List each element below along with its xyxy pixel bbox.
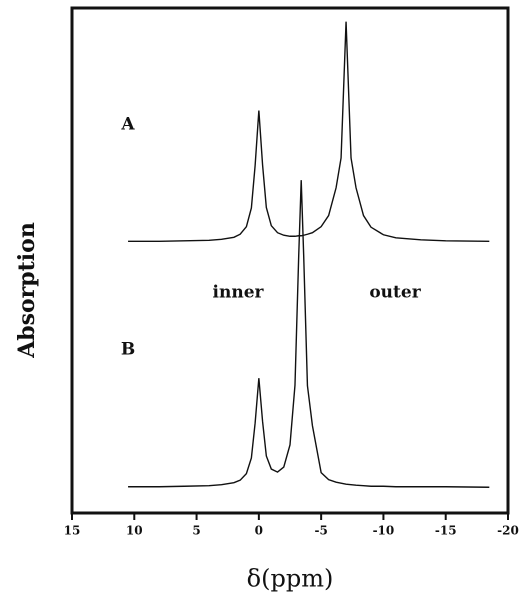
x-tick-label: 5 [192, 524, 200, 538]
plot-frame [70, 6, 510, 515]
spectrum-line [128, 21, 490, 243]
x-tick-label: -20 [497, 524, 519, 538]
x-tick-label: -5 [314, 524, 327, 538]
x-tick-label: 10 [126, 524, 143, 538]
x-tick-label: 15 [64, 524, 81, 538]
series-label: B [121, 340, 135, 360]
annotation: inner [213, 283, 265, 303]
annotation: outer [369, 283, 421, 303]
x-tick-label: 0 [255, 524, 263, 538]
y-axis-label: Absorption [14, 222, 40, 359]
spectrum-line [128, 180, 490, 488]
x-tick-label: -15 [435, 524, 457, 538]
series-label: A [120, 115, 135, 135]
x-axis-label: δ(ppm) [247, 565, 334, 593]
x-tick-label: -10 [373, 524, 395, 538]
